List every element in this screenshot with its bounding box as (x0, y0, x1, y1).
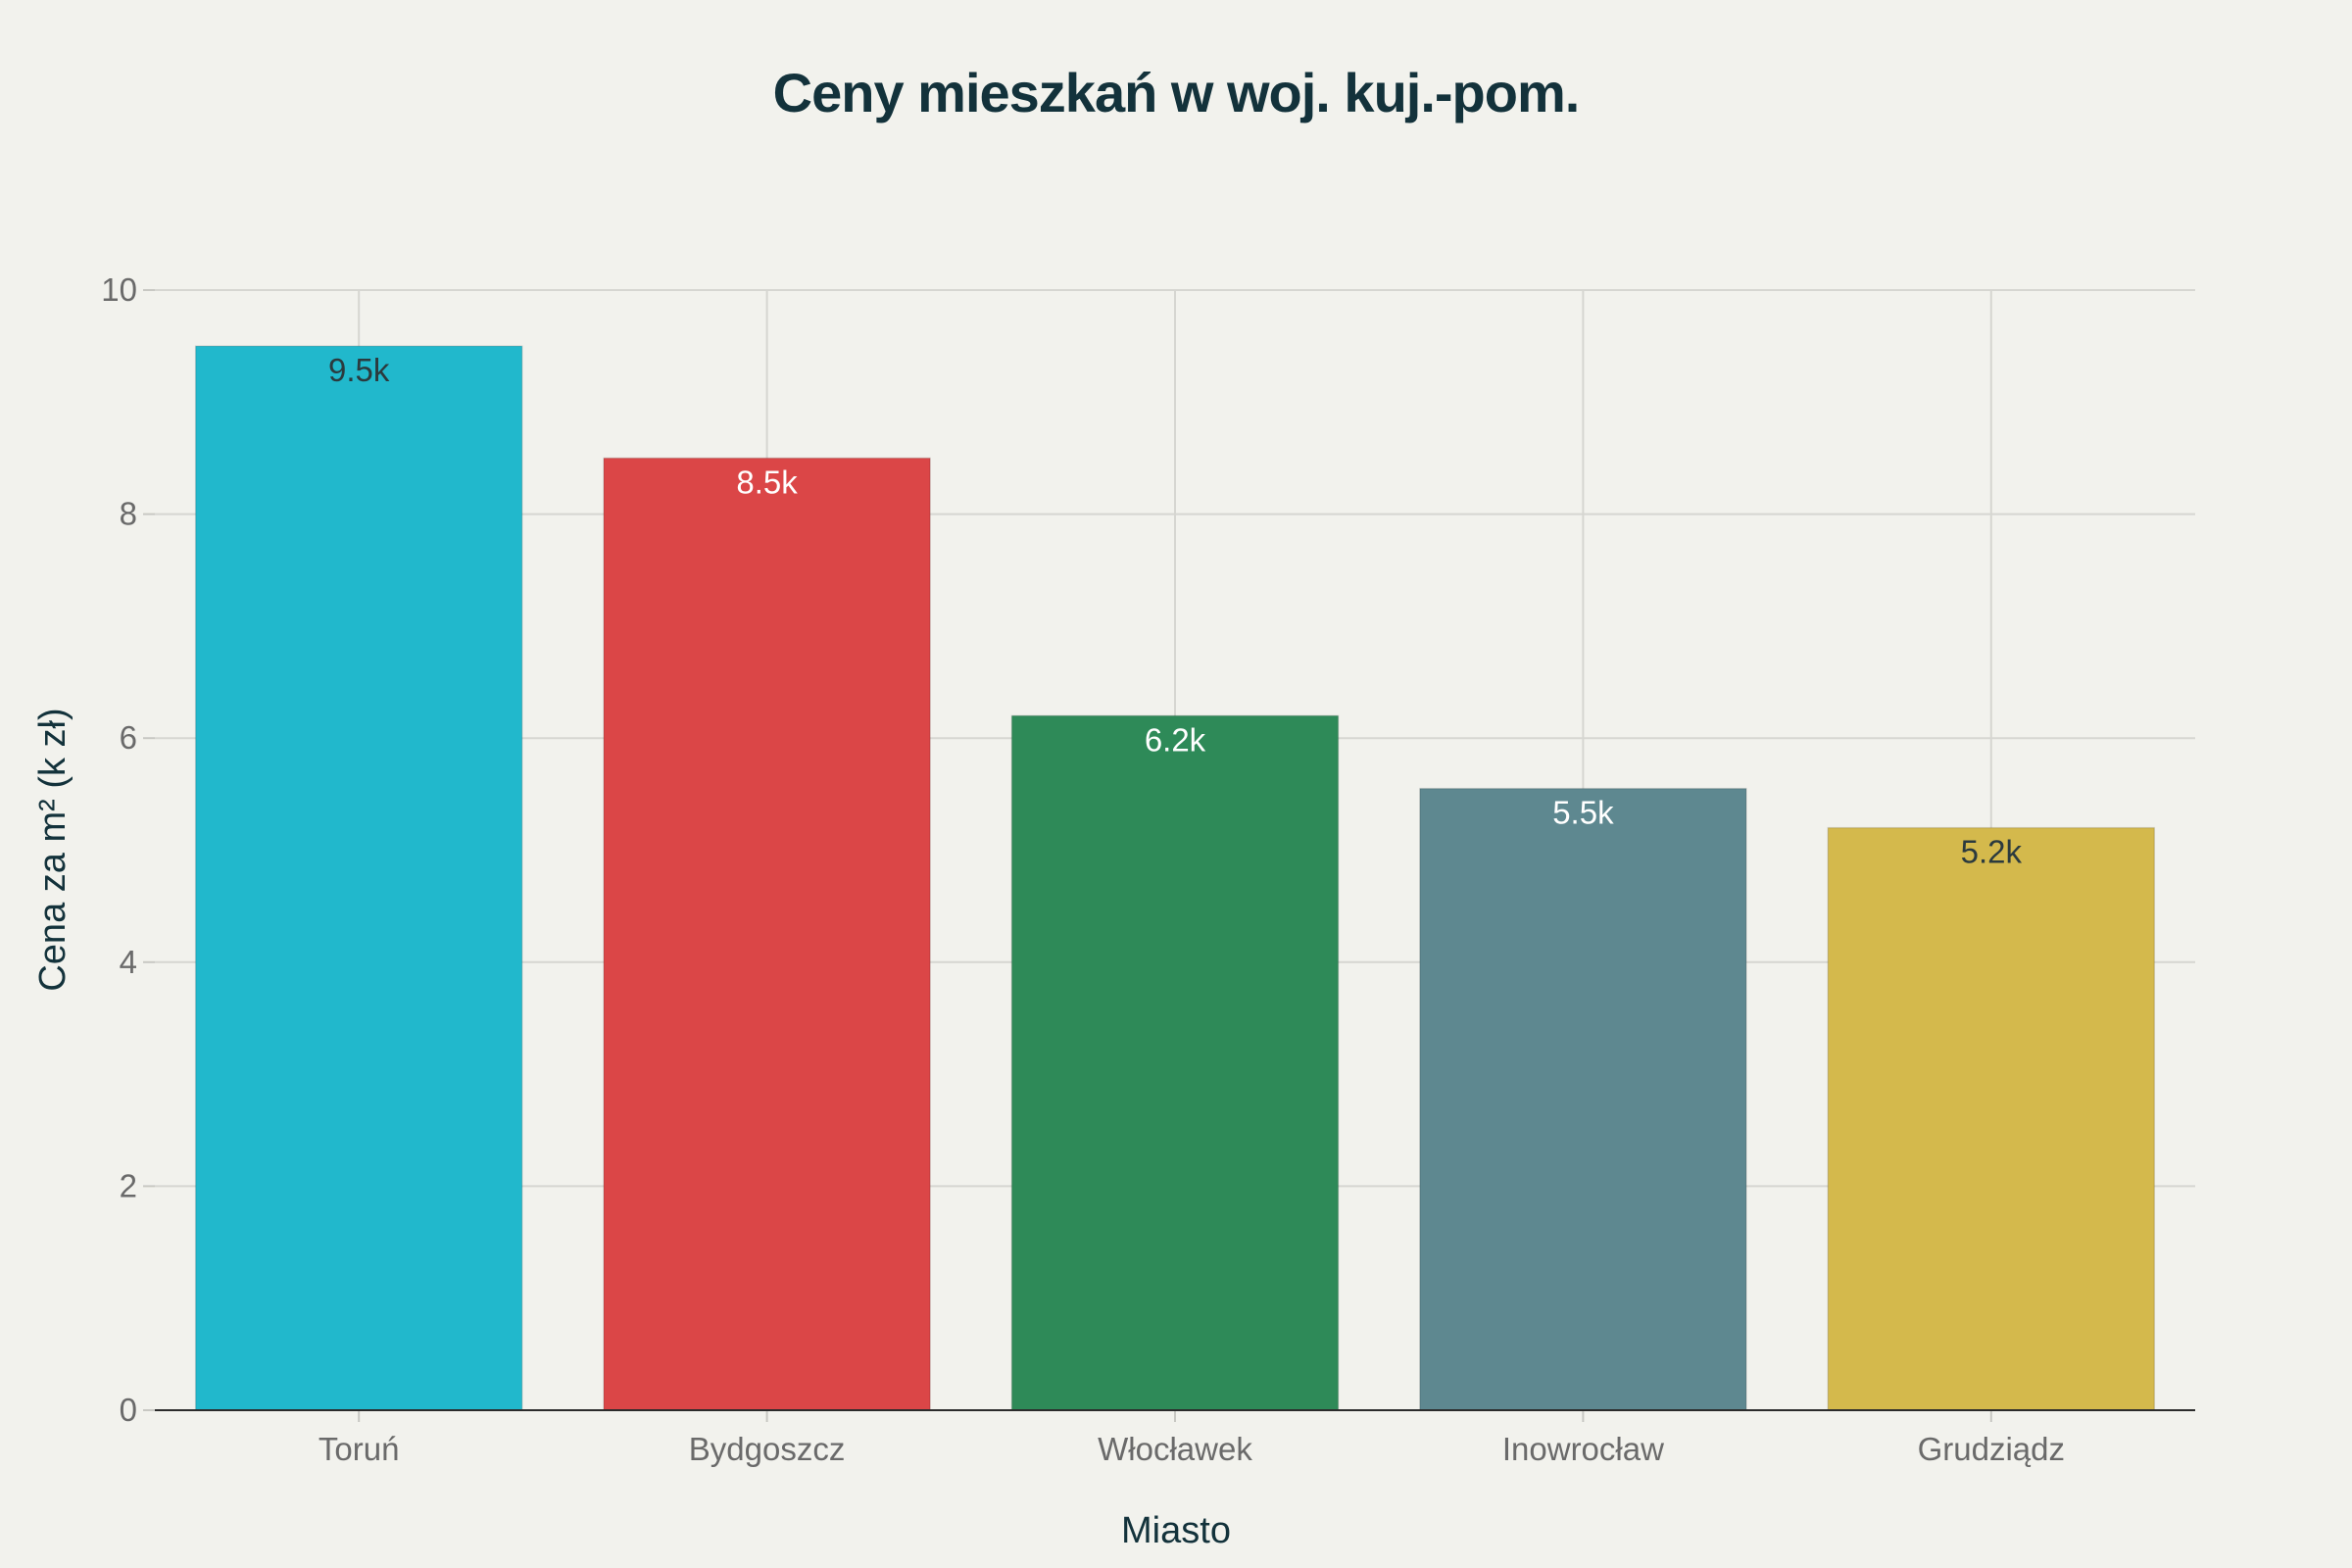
y-axis-title: Cena za m² (k zł) (32, 708, 74, 991)
axes: 0 2 4 6 8 10 Toruń Bydgoszcz Włocławek Inowrocław… (101, 271, 2195, 1467)
x-tick-label: Grudziądz (1918, 1431, 2065, 1467)
data-label: 5.2k (1961, 834, 2023, 870)
y-tick-label: 8 (120, 496, 137, 532)
bar[interactable] (603, 457, 931, 1411)
x-tick-label: Toruń (318, 1431, 400, 1467)
data-label: 8.5k (736, 464, 798, 500)
bar[interactable] (1827, 826, 2156, 1411)
data-label: 5.5k (1552, 795, 1614, 831)
bars (194, 345, 2156, 1411)
bar[interactable] (1010, 714, 1340, 1411)
y-tick-label: 6 (120, 719, 137, 756)
chart-title: Ceny mieszkań w woj. kuj.-pom. (772, 62, 1581, 123)
x-tick-label: Włocławek (1098, 1431, 1252, 1467)
y-tick-label: 2 (120, 1167, 137, 1203)
data-labels: 9.5k 8.5k 6.2k 5.5k 5.2k (328, 352, 2022, 869)
y-tick-label: 10 (101, 271, 137, 308)
data-label: 9.5k (328, 352, 390, 388)
x-tick-label: Inowrocław (1502, 1431, 1664, 1467)
y-tick-label: 0 (120, 1392, 137, 1428)
data-label: 6.2k (1145, 721, 1206, 758)
x-axis-title: Miasto (1121, 1510, 1231, 1551)
bar[interactable] (1419, 787, 1747, 1411)
bar[interactable] (194, 345, 523, 1411)
y-tick-label: 4 (120, 944, 137, 980)
x-tick-label: Bydgoszcz (689, 1431, 846, 1467)
